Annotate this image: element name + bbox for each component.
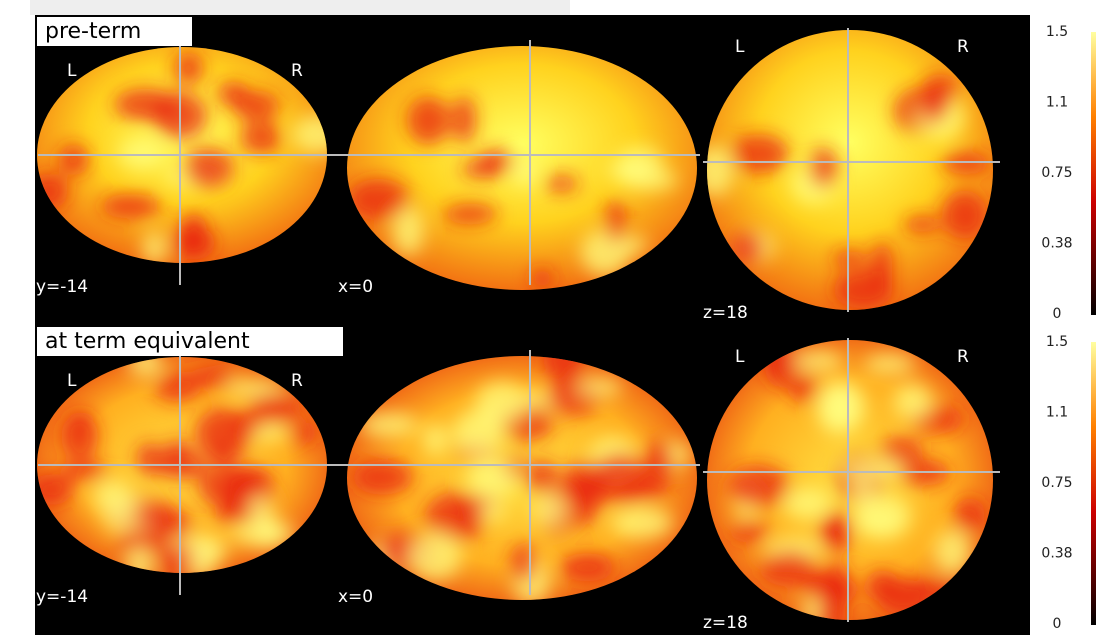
- blob: [842, 458, 905, 480]
- blob: [592, 453, 648, 504]
- colorbar-tick-label: 0.75: [1041, 165, 1072, 181]
- orientation-label: L: [735, 347, 745, 367]
- blob: [248, 494, 271, 524]
- colorbar-tick-label: 0.75: [1041, 475, 1072, 491]
- orientation-label: L: [67, 61, 77, 81]
- coordinate-label: x=0: [338, 587, 373, 607]
- coordinate-label: z=18: [703, 303, 748, 323]
- blob: [211, 443, 235, 464]
- blob: [409, 532, 462, 581]
- coordinate-label: y=-14: [36, 277, 88, 297]
- blob: [215, 505, 249, 525]
- blob: [461, 160, 502, 178]
- blob: [545, 175, 578, 192]
- blob: [134, 503, 179, 527]
- blob: [293, 421, 317, 445]
- blob: [559, 553, 614, 581]
- blob: [118, 138, 164, 169]
- blob: [452, 96, 475, 144]
- panel-title: pre-term: [45, 19, 141, 44]
- blob: [852, 476, 873, 509]
- orientation-label: L: [735, 37, 745, 57]
- blob: [865, 354, 915, 374]
- blob: [533, 493, 567, 527]
- orientation-label: R: [957, 347, 969, 367]
- blob: [731, 521, 771, 543]
- colorbar-tick-label: 0: [1053, 616, 1062, 632]
- blob: [476, 382, 528, 423]
- blob: [423, 423, 447, 455]
- blob: [240, 122, 282, 154]
- blob: [248, 392, 301, 425]
- orientation-label: R: [957, 37, 969, 57]
- blob: [180, 212, 207, 256]
- blob: [611, 508, 673, 539]
- colorbar-tick-label: 1.1: [1046, 95, 1068, 111]
- blob: [621, 169, 678, 190]
- colorbar-tick-label: 0: [1053, 306, 1062, 322]
- blob: [788, 373, 819, 402]
- blob: [184, 148, 234, 187]
- figure: pre-term L Ry=-14 x=0 L Rz=18 1.5 1.1 0.75 0.38 0 a…: [0, 0, 1096, 635]
- blob: [819, 514, 852, 553]
- blob: [784, 487, 832, 518]
- coordinate-label: y=-14: [36, 587, 88, 607]
- blob: [531, 269, 553, 288]
- colorbar: [1091, 342, 1096, 625]
- blob: [729, 134, 789, 174]
- blob: [154, 372, 201, 402]
- blob: [853, 515, 902, 531]
- blob: [833, 271, 893, 309]
- blob: [921, 88, 948, 121]
- orientation-label: L: [67, 371, 77, 391]
- colorbar-tick-label: 1.5: [1046, 24, 1068, 40]
- blob: [835, 578, 856, 602]
- blob: [903, 216, 940, 233]
- coordinate-label: x=0: [338, 277, 373, 297]
- blob: [894, 384, 932, 420]
- colorbar-tick-label: 1.1: [1046, 405, 1068, 421]
- blob: [809, 148, 837, 188]
- colorbar-tick-label: 1.5: [1046, 334, 1068, 350]
- blob: [511, 543, 536, 582]
- blob: [792, 351, 842, 372]
- colorbar: [1091, 32, 1096, 315]
- blob: [93, 479, 133, 514]
- blob: [174, 52, 204, 84]
- blob: [513, 156, 537, 187]
- blob: [478, 502, 506, 521]
- blob: [832, 250, 867, 267]
- coordinate-label: z=18: [703, 613, 748, 633]
- colorbar-tick-label: 0.38: [1041, 236, 1072, 252]
- blob: [955, 498, 986, 534]
- blob: [100, 194, 161, 219]
- page: {"panels": [ {"title": "pre-term", "coro…: [0, 0, 1096, 635]
- blob: [941, 152, 991, 174]
- colorbar-tick-label: 0.38: [1041, 546, 1072, 562]
- orientation-label: R: [291, 61, 303, 81]
- blob: [58, 144, 89, 176]
- blob: [218, 81, 250, 106]
- blob: [69, 412, 93, 428]
- blob: [406, 96, 450, 145]
- top-band: [30, 0, 570, 15]
- blob: [818, 382, 859, 433]
- blob: [576, 379, 622, 397]
- blob: [606, 200, 626, 243]
- orientation-label: R: [291, 371, 303, 391]
- panel-title: at term equivalent: [45, 329, 250, 354]
- blob: [443, 204, 498, 225]
